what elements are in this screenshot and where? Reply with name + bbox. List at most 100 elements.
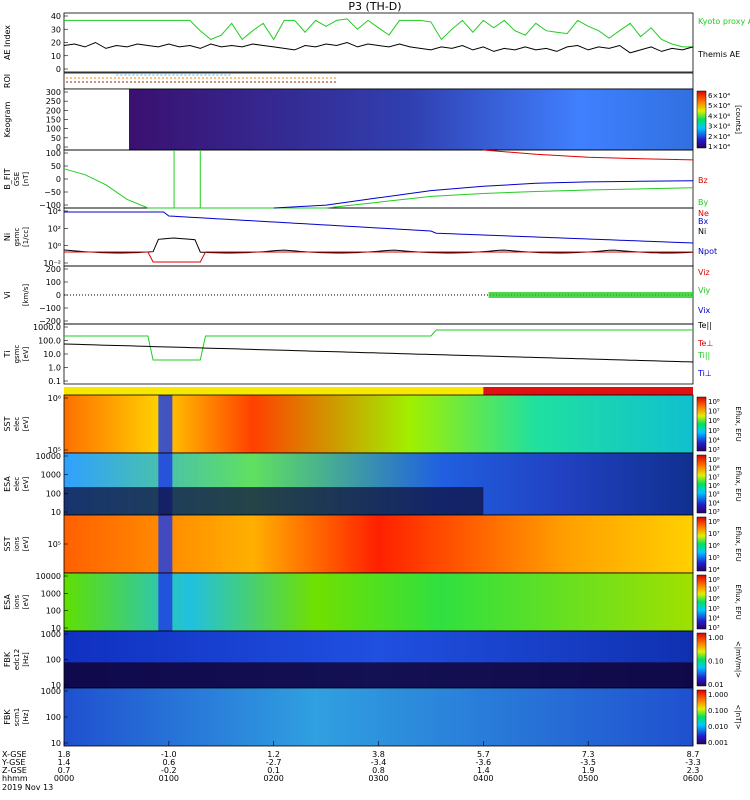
x-axis-tick-label: -3.4 bbox=[371, 758, 387, 767]
x-axis-tick-label: 1.2 bbox=[267, 750, 280, 759]
y-tick-label: −100 bbox=[39, 201, 61, 210]
x-axis-tick-label: 5.7 bbox=[477, 750, 490, 759]
y-tick-label: 10 bbox=[51, 681, 61, 690]
panel-ylabel3: [eV] bbox=[22, 536, 30, 551]
x-axis-tick-label: 3.8 bbox=[372, 750, 385, 759]
colorbar-tick: 10⁴ bbox=[708, 436, 720, 444]
legend-themis-ae: Themis AE bbox=[697, 50, 740, 59]
y-tick-label: 1000.0 bbox=[33, 323, 61, 332]
y-tick-label: 1000 bbox=[41, 471, 61, 480]
y-tick-label: 10000 bbox=[36, 452, 61, 461]
colorbar-tick: 10⁶ bbox=[708, 417, 720, 425]
panel-frame bbox=[63, 323, 694, 385]
colorbar-tick: 0.01 bbox=[708, 681, 724, 689]
colorbar-tick: 0.010 bbox=[708, 723, 728, 731]
panel-frame bbox=[63, 12, 694, 73]
colorbar-tick: 0.10 bbox=[708, 658, 724, 666]
y-tick-label: 10⁵ bbox=[48, 540, 61, 549]
date-label: 2019 Nov 13 bbox=[2, 783, 53, 792]
panel-ylabel3: [eV] bbox=[22, 594, 30, 609]
panel-ylabel: SST bbox=[3, 416, 12, 431]
colorbar-tick: 10⁸ bbox=[708, 398, 720, 406]
y-tick-label: 100 bbox=[46, 278, 61, 287]
panel-ylabel: ROI bbox=[3, 74, 12, 88]
panel-ylabel3: [1/cc] bbox=[22, 227, 30, 247]
x-axis-tick-label: -3.3 bbox=[685, 758, 701, 767]
y-tick-label: 10² bbox=[48, 224, 61, 233]
x-axis-tick-label: 0500 bbox=[578, 774, 598, 783]
y-tick-label: 100 bbox=[46, 656, 61, 665]
ni-line bbox=[63, 237, 694, 254]
y-tick-label: 50 bbox=[51, 134, 61, 143]
colorbar-tick: 10⁷ bbox=[708, 586, 720, 594]
legend-vix: Vix bbox=[698, 306, 711, 315]
ti-par-line bbox=[64, 329, 693, 361]
y-tick-label: 1.0 bbox=[48, 364, 61, 373]
colorbar-tick: 5×10⁴ bbox=[708, 102, 730, 110]
x-axis-tick-label: 2.3 bbox=[687, 766, 700, 775]
y-tick-label: 100 bbox=[46, 489, 61, 498]
x-axis-row-label: Y-GSE bbox=[1, 758, 25, 767]
y-tick-label: 0 bbox=[56, 65, 61, 74]
colorbar-label: [counts] bbox=[734, 105, 742, 134]
panel-ylabel3: [Hz] bbox=[22, 652, 30, 667]
colorbar-tick: 1×10⁴ bbox=[708, 143, 730, 151]
colorbar-label: <|mV/m|> bbox=[734, 641, 742, 678]
y-tick-label: 10 bbox=[51, 52, 61, 61]
colorbar-label: Eflux, EFU bbox=[734, 406, 742, 441]
y-tick-label: 1000 bbox=[41, 589, 61, 598]
y-tick-label: 300 bbox=[46, 88, 61, 97]
panel-ylabel: FBK bbox=[3, 709, 12, 725]
series-line-bx bbox=[273, 180, 694, 209]
panel-frame bbox=[63, 207, 694, 267]
y-tick-label: 1000 bbox=[41, 687, 61, 696]
panel-ylabel2: edc12 bbox=[13, 649, 21, 671]
panel-ylabel3: [nT] bbox=[22, 172, 30, 186]
colorbar-tick: 10⁷ bbox=[708, 530, 720, 538]
y-tick-label: 10⁻² bbox=[43, 259, 61, 268]
panel-ylabel2: elec bbox=[13, 477, 21, 492]
panel-ylabel2: ions bbox=[13, 594, 21, 609]
x-axis-tick-label: 0.1 bbox=[267, 766, 280, 775]
colorbar-tick: 0.100 bbox=[708, 707, 728, 715]
colorbar-tick: 10⁹ bbox=[708, 456, 720, 464]
y-tick-label: 100 bbox=[46, 149, 61, 158]
colorbar-label: Eflux, EFU bbox=[734, 584, 742, 619]
panel-ylabel2: ions bbox=[13, 536, 21, 551]
y-tick-label: 100 bbox=[46, 713, 61, 722]
fbk-low-band bbox=[64, 662, 693, 688]
panel-ylabel2: gsmc bbox=[13, 344, 21, 363]
x-axis-row-label: Z-GSE bbox=[2, 766, 27, 775]
y-tick-label: 10⁶ bbox=[48, 394, 61, 403]
y-tick-label: −200 bbox=[39, 317, 61, 326]
x-axis-tick-label: -0.2 bbox=[161, 766, 177, 775]
legend-te-: Te⊥ bbox=[697, 339, 713, 348]
colorbar-tick: 4×10⁴ bbox=[708, 112, 730, 120]
y-tick-label: 1000 bbox=[41, 630, 61, 639]
colorbar-tick: 10⁶ bbox=[708, 482, 720, 490]
panel-ylabel: Ti bbox=[3, 351, 12, 359]
colorbar-tick: 10³ bbox=[708, 508, 720, 516]
x-axis-tick-label: -3.5 bbox=[580, 758, 596, 767]
legend-by: By bbox=[698, 198, 708, 207]
colorbar-tick: 2×10⁴ bbox=[708, 133, 730, 141]
panel-ylabel3: [eV] bbox=[22, 476, 30, 491]
legend-npot: Npot bbox=[698, 247, 717, 256]
y-tick-label: 10 bbox=[51, 739, 61, 748]
y-tick-label: 100.0 bbox=[38, 337, 61, 346]
legend-ti-: Ti|| bbox=[697, 351, 710, 360]
colorbar-2 bbox=[696, 90, 707, 149]
y-tick-label: 10 bbox=[51, 508, 61, 517]
heatmap-13 bbox=[64, 688, 693, 746]
x-axis-tick-label: 8.7 bbox=[687, 750, 700, 759]
y-tick-label: 150 bbox=[46, 116, 61, 125]
x-axis-tick-label: 1.4 bbox=[58, 758, 71, 767]
x-axis-tick-label: 0.6 bbox=[162, 758, 175, 767]
y-tick-label: 10000 bbox=[36, 572, 61, 581]
series-line-themis-ae bbox=[63, 41, 694, 54]
x-axis-tick-label: 0300 bbox=[368, 774, 388, 783]
colorbar-tick: 1.00 bbox=[708, 634, 724, 642]
x-axis-tick-label: 1.9 bbox=[582, 766, 595, 775]
